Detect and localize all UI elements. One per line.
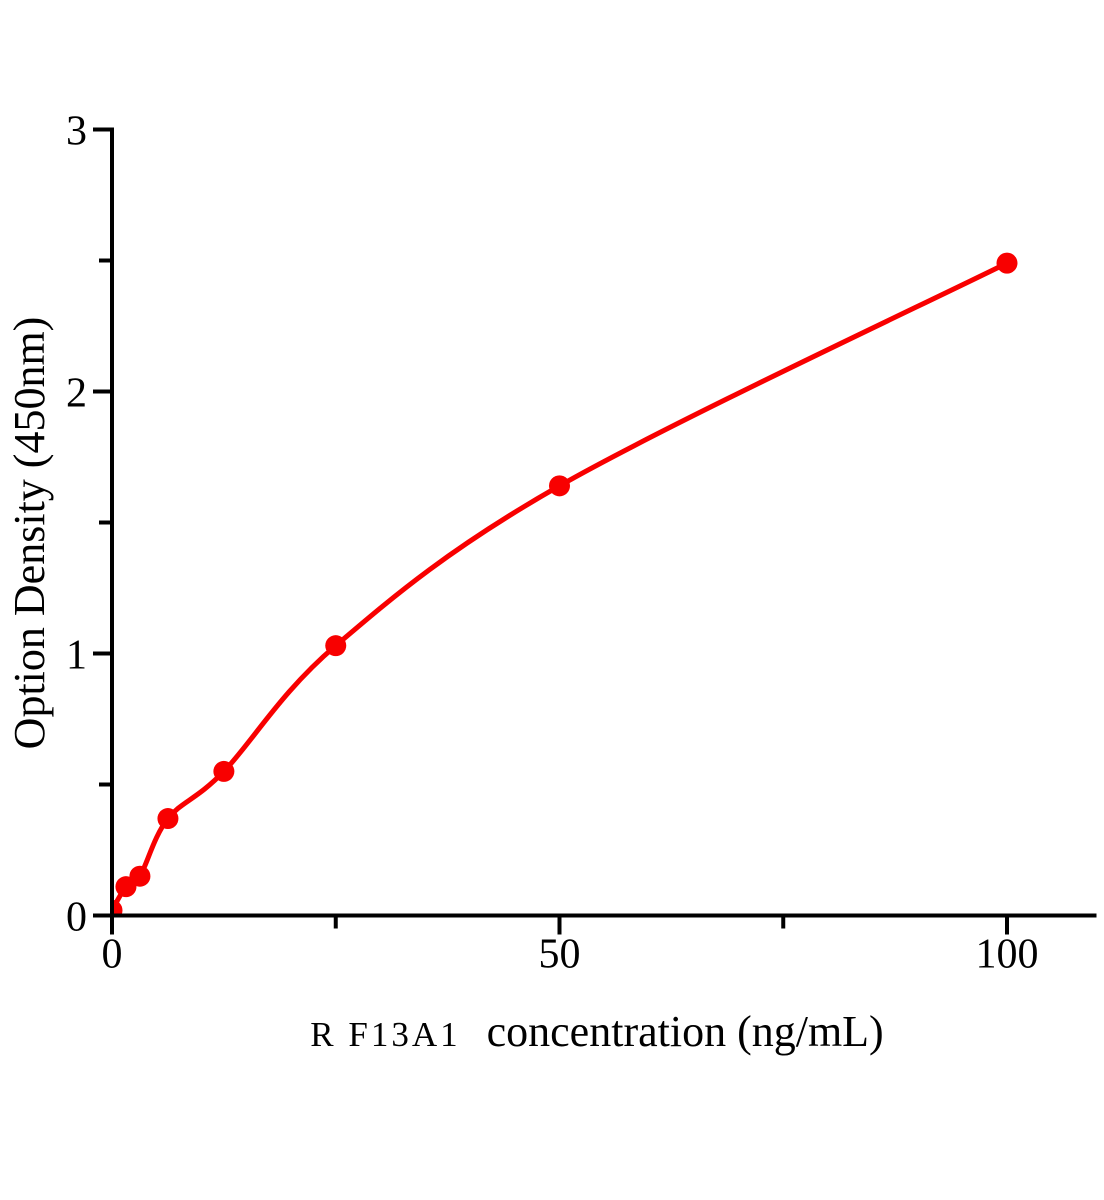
data-point-marker [549, 475, 570, 497]
data-point-markers [112, 252, 1018, 916]
y-tick-label: 0 [66, 895, 87, 941]
data-point-marker [112, 899, 123, 916]
data-point-marker [157, 808, 179, 830]
data-point-marker [996, 252, 1018, 274]
y-axis-title: Option Density (450nm) [5, 317, 54, 750]
data-point-marker [325, 635, 347, 657]
standard-curve-line [112, 260, 1009, 912]
y-tick-label: 1 [66, 633, 87, 679]
x-tick-label: 100 [976, 932, 1039, 978]
data-point-marker [129, 865, 151, 887]
axes [93, 127, 1097, 935]
x-axis-title-analyte: R F13A1 [310, 1015, 460, 1054]
x-tick-label: 50 [539, 932, 581, 978]
x-tick-label: 0 [102, 932, 123, 978]
tick-labels: 0 1 2 3 0 50 100 [66, 109, 1039, 978]
y-tick-label: 2 [66, 371, 87, 417]
y-tick-label: 3 [66, 109, 87, 155]
x-axis-title-quantity-unit: concentration (ng/mL) [487, 1007, 884, 1056]
x-axis-title: R F13A1 concentration (ng/mL) [310, 1007, 883, 1056]
data-point-marker [213, 760, 235, 782]
data-layer [112, 252, 1018, 916]
